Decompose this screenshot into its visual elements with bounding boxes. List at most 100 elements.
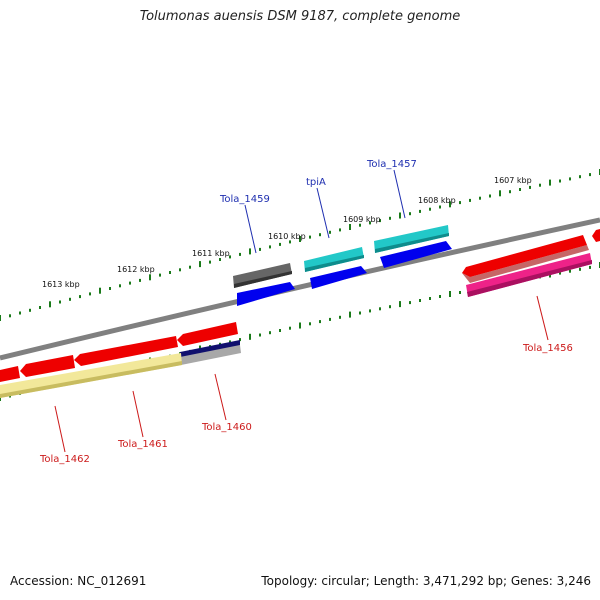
minor-tick — [429, 207, 431, 211]
accession-text: Accession: NC_012691 — [10, 574, 147, 588]
gene-Tola_1461-yellow[interactable] — [0, 353, 182, 398]
major-tick — [299, 236, 301, 242]
minor-tick — [9, 314, 11, 318]
minor-tick — [389, 305, 391, 309]
minor-tick — [289, 326, 291, 330]
scale-label-1609: 1609 kbp — [343, 215, 381, 224]
gene-Tola_1460-navy[interactable] — [180, 340, 241, 365]
gene-Tola_1456-pseudo[interactable] — [466, 253, 592, 297]
minor-tick — [529, 185, 531, 189]
label-Tola_1456[interactable]: Tola_1456 — [522, 343, 573, 354]
minor-tick — [319, 320, 321, 324]
genome-summary-text: Topology: circular; Length: 3,471,292 bp… — [261, 574, 591, 588]
major-tick — [49, 301, 51, 308]
minor-tick — [489, 194, 491, 198]
minor-tick — [79, 295, 81, 299]
minor-tick — [269, 331, 271, 335]
minor-tick — [19, 311, 21, 315]
major-tick — [499, 190, 501, 197]
gene-Tola_1459-arrow[interactable] — [237, 282, 295, 306]
minor-tick — [169, 271, 171, 274]
major-tick — [349, 311, 351, 318]
minor-tick — [129, 281, 131, 285]
major-tick — [149, 274, 151, 281]
minor-tick — [569, 269, 571, 273]
minor-tick — [269, 245, 271, 249]
major-tick — [349, 224, 351, 230]
minor-tick — [429, 297, 431, 300]
minor-tick — [239, 252, 241, 256]
major-tick — [199, 261, 201, 268]
minor-tick — [419, 299, 421, 302]
minor-tick — [279, 329, 281, 332]
gene-Tola_1460-arrow[interactable] — [177, 322, 238, 346]
minor-tick — [259, 247, 261, 251]
minor-tick — [439, 205, 441, 209]
minor-tick — [259, 333, 261, 337]
major-tick — [399, 212, 401, 219]
minor-tick — [109, 287, 111, 290]
scale-label-1612: 1612 kbp — [117, 265, 155, 274]
gene-Tola_1461-arrow[interactable] — [74, 336, 178, 366]
label-Tola_1462[interactable]: Tola_1462 — [39, 454, 90, 465]
minor-tick — [279, 242, 281, 246]
minor-tick — [339, 315, 341, 319]
minor-tick — [409, 301, 411, 305]
minor-tick — [139, 278, 141, 282]
minor-tick — [29, 308, 31, 312]
minor-tick — [229, 340, 231, 344]
gene-forward-edge-arrow[interactable] — [592, 229, 600, 242]
minor-tick — [379, 219, 381, 223]
minor-tick — [329, 230, 331, 234]
leader-Tola_1461 — [132, 390, 144, 438]
leader-Tola_1459 — [244, 204, 257, 254]
minor-tick — [189, 265, 191, 269]
minor-tick — [409, 212, 411, 216]
minor-tick — [579, 267, 581, 271]
minor-tick — [289, 240, 291, 244]
gene-tpiA-rna[interactable] — [304, 247, 364, 272]
major-tick — [99, 287, 101, 294]
minor-tick — [459, 291, 461, 294]
major-tick — [0, 315, 1, 321]
major-tick — [249, 248, 251, 255]
leader-Tola_1456 — [536, 295, 549, 341]
gene-Tola_1462-arrow[interactable] — [20, 355, 75, 377]
minor-tick — [239, 338, 241, 342]
minor-tick — [559, 179, 561, 183]
major-tick — [449, 291, 451, 297]
minor-tick — [569, 177, 571, 181]
scale-label-1613: 1613 kbp — [42, 280, 80, 289]
scale-label-1607: 1607 kbp — [494, 176, 532, 185]
gene-Tola_1457-rna[interactable] — [374, 225, 449, 253]
gene-Tola_1456-arrow[interactable] — [462, 235, 589, 283]
major-tick — [549, 179, 551, 186]
scale-label-1611: 1611 kbp — [192, 249, 230, 258]
minor-tick — [69, 297, 71, 301]
gene-Tola_1459-gray[interactable] — [233, 263, 292, 288]
leader-Tola_1457 — [393, 169, 406, 219]
gene-left-edge-arrow[interactable] — [0, 366, 20, 382]
minor-tick — [359, 223, 361, 227]
label-Tola_1459[interactable]: Tola_1459 — [219, 194, 270, 205]
minor-tick — [589, 265, 591, 269]
minor-tick — [369, 309, 371, 313]
minor-tick — [539, 183, 541, 187]
label-Tola_1457[interactable]: Tola_1457 — [366, 159, 417, 170]
major-tick — [399, 301, 401, 308]
leader-Tola_1462 — [54, 405, 66, 453]
label-Tola_1461[interactable]: Tola_1461 — [117, 439, 168, 450]
major-tick — [249, 333, 251, 340]
minor-tick — [39, 306, 41, 309]
scale-label-1610: 1610 kbp — [268, 232, 306, 241]
label-tpiA[interactable]: tpiA — [306, 177, 326, 188]
minor-tick — [309, 322, 311, 326]
minor-tick — [519, 188, 521, 191]
gene-Tola_1457-arrow[interactable] — [380, 241, 452, 268]
gene-tpiA-arrow[interactable] — [310, 266, 367, 289]
minor-tick — [119, 284, 121, 288]
minor-tick — [89, 292, 91, 296]
label-Tola_1460[interactable]: Tola_1460 — [201, 422, 252, 433]
minor-tick — [159, 273, 161, 277]
